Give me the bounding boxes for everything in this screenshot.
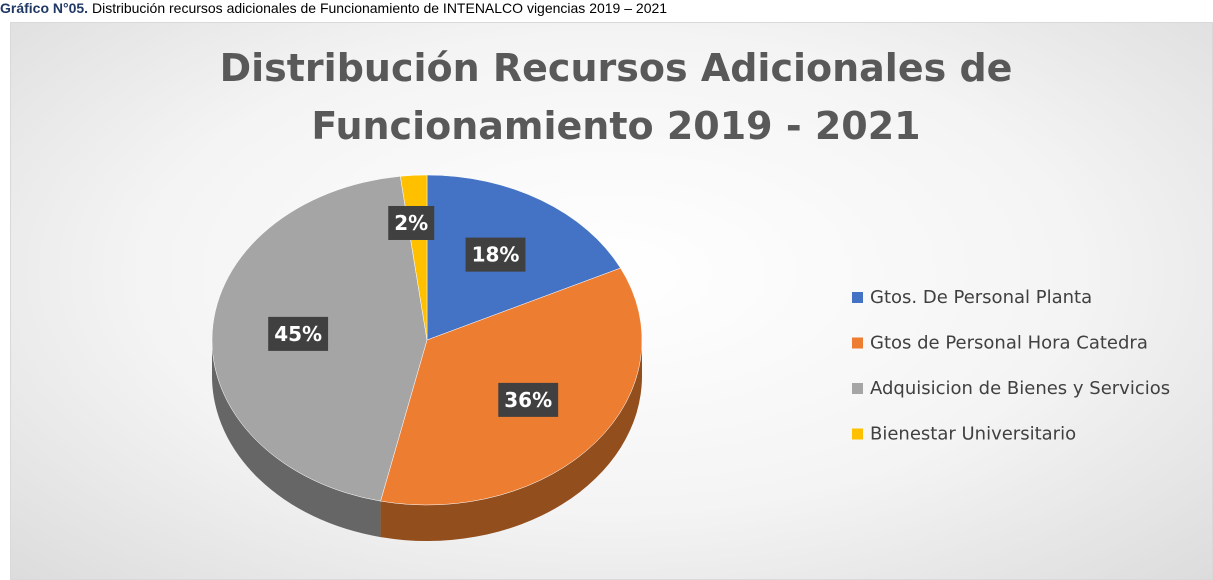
data-label-text: 36% — [504, 388, 552, 412]
data-label: 45% — [268, 316, 329, 351]
data-label-box — [388, 205, 435, 240]
data-label: 2% — [388, 205, 435, 240]
legend-swatch — [852, 428, 863, 440]
caption: Gráfico N°05. Distribución recursos adic… — [0, 0, 667, 16]
data-label-text: 18% — [472, 243, 520, 267]
legend-label: Gtos de Personal Hora Catedra — [870, 333, 1148, 354]
chart-title: Distribución Recursos Adicionales de Fun… — [219, 46, 1013, 148]
legend-swatch — [852, 383, 863, 394]
pie-side — [380, 340, 642, 541]
data-label-text: 45% — [274, 322, 322, 346]
pie-side — [212, 340, 381, 538]
legend-label: Bienestar Universitario — [870, 424, 1076, 445]
data-label-box — [498, 382, 559, 417]
data-label: 36% — [498, 382, 559, 417]
data-label-box — [465, 237, 526, 272]
data-label-text: 2% — [394, 211, 428, 235]
legend-swatch — [852, 337, 863, 349]
caption-text: Distribución recursos adicionales de Fun… — [91, 0, 668, 16]
caption-label: Gráfico N°05. — [0, 0, 89, 16]
data-label-box — [268, 316, 329, 351]
chart-area: Distribución Recursos Adicionales de Fun… — [10, 22, 1213, 580]
data-label: 18% — [465, 237, 526, 272]
legend-swatch — [852, 292, 863, 303]
legend-label: Adquisicion de Bienes y Servicios — [870, 378, 1170, 399]
legend-label: Gtos. De Personal Planta — [870, 287, 1092, 308]
